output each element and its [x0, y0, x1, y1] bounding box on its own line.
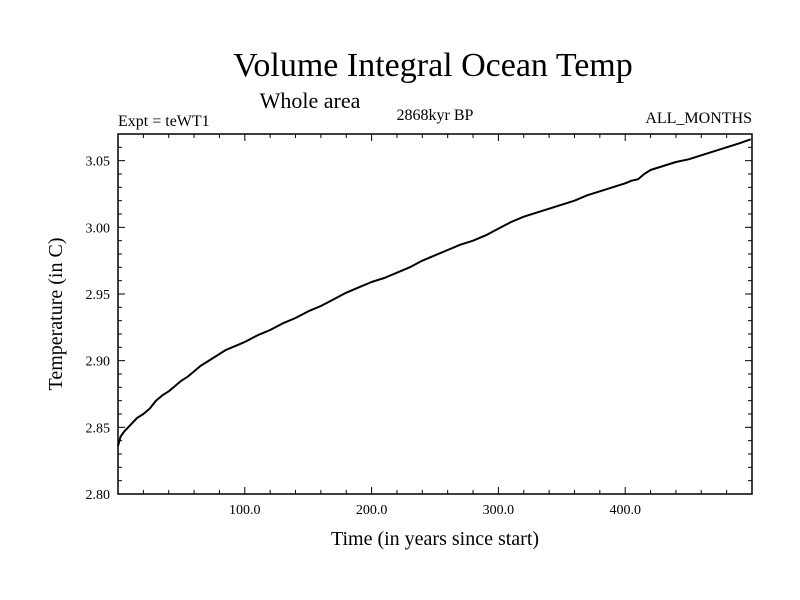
series-layer — [117, 138, 752, 447]
chart-title: Volume Integral Ocean Temp — [233, 47, 633, 84]
x-tick-label: 100.0 — [229, 503, 261, 518]
y-tick-label: 2.95 — [86, 288, 111, 303]
y-tick-label: 2.90 — [86, 355, 111, 370]
y-axis-ticks: 2.80 2.85 2.90 2.95 3.00 3.05 — [86, 146, 752, 503]
plot-frame — [117, 133, 753, 495]
y-tick-label: 3.00 — [86, 221, 111, 236]
y-axis-label: Temperature (in C) — [45, 238, 67, 391]
x-tick-label: 300.0 — [483, 503, 515, 518]
months-label: ALL_MONTHS — [645, 110, 752, 127]
x-axis-ticks: 100.0 200.0 300.0 400.0 — [142, 134, 728, 518]
period-label: 2868kyr BP — [397, 107, 474, 124]
x-tick-label: 400.0 — [609, 503, 641, 518]
series-line — [117, 138, 752, 447]
experiment-label: Expt = teWT1 — [118, 113, 210, 130]
x-tick-label: 200.0 — [356, 503, 388, 518]
chart-subtitle: Whole area — [260, 88, 361, 113]
x-axis-label: Time (in years since start) — [331, 528, 539, 550]
y-tick-label: 3.05 — [86, 155, 111, 170]
y-tick-label: 2.80 — [86, 488, 111, 503]
y-tick-label: 2.85 — [86, 421, 111, 436]
